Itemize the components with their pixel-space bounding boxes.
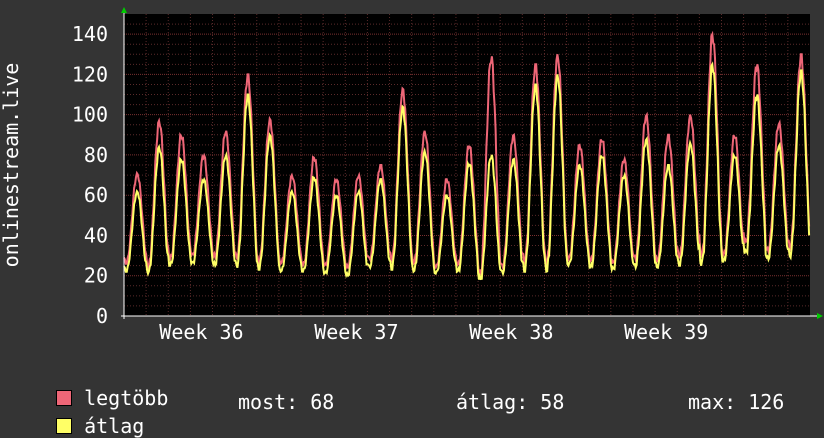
legend-avg-label: átlag [84, 414, 145, 438]
y-axis-arrow-icon [121, 7, 127, 13]
x-tick-label: Week 37 [314, 320, 398, 344]
x-tick-label: Week 39 [624, 320, 708, 344]
x-tick-label: Week 36 [159, 320, 243, 344]
y-tick-label: 120 [72, 62, 108, 86]
y-tick-label: 40 [84, 223, 108, 247]
x-ticks: Week 36 Week 37 Week 38 Week 39 [159, 320, 708, 344]
y-tick-label: 60 [84, 183, 108, 207]
legend-item-max: legtöbb [32, 362, 168, 410]
y-tick-label: 0 [96, 304, 108, 328]
stat-max: max: 126 [688, 390, 785, 414]
y-tick-label: 80 [84, 143, 108, 167]
y-tick-label: 100 [72, 103, 108, 127]
y-axis-label: onlinestream.live [0, 63, 23, 268]
axes [121, 7, 823, 319]
max-swatch [56, 389, 73, 406]
x-tick-label: Week 38 [469, 320, 553, 344]
y-ticks: 0 20 40 60 80 100 120 140 [72, 22, 108, 328]
y-tick-label: 140 [72, 22, 108, 46]
legend-item-avg: átlag [32, 390, 144, 438]
stat-most: most: 68 [238, 390, 335, 414]
series-line-atlag [123, 61, 811, 281]
stat-atlag: átlag: 58 [456, 390, 565, 414]
legend-max-label: legtöbb [84, 386, 169, 410]
avg-swatch [56, 417, 73, 434]
series-lines [123, 30, 811, 281]
x-axis-arrow-icon [817, 313, 823, 319]
y-tick-label: 20 [84, 264, 108, 288]
